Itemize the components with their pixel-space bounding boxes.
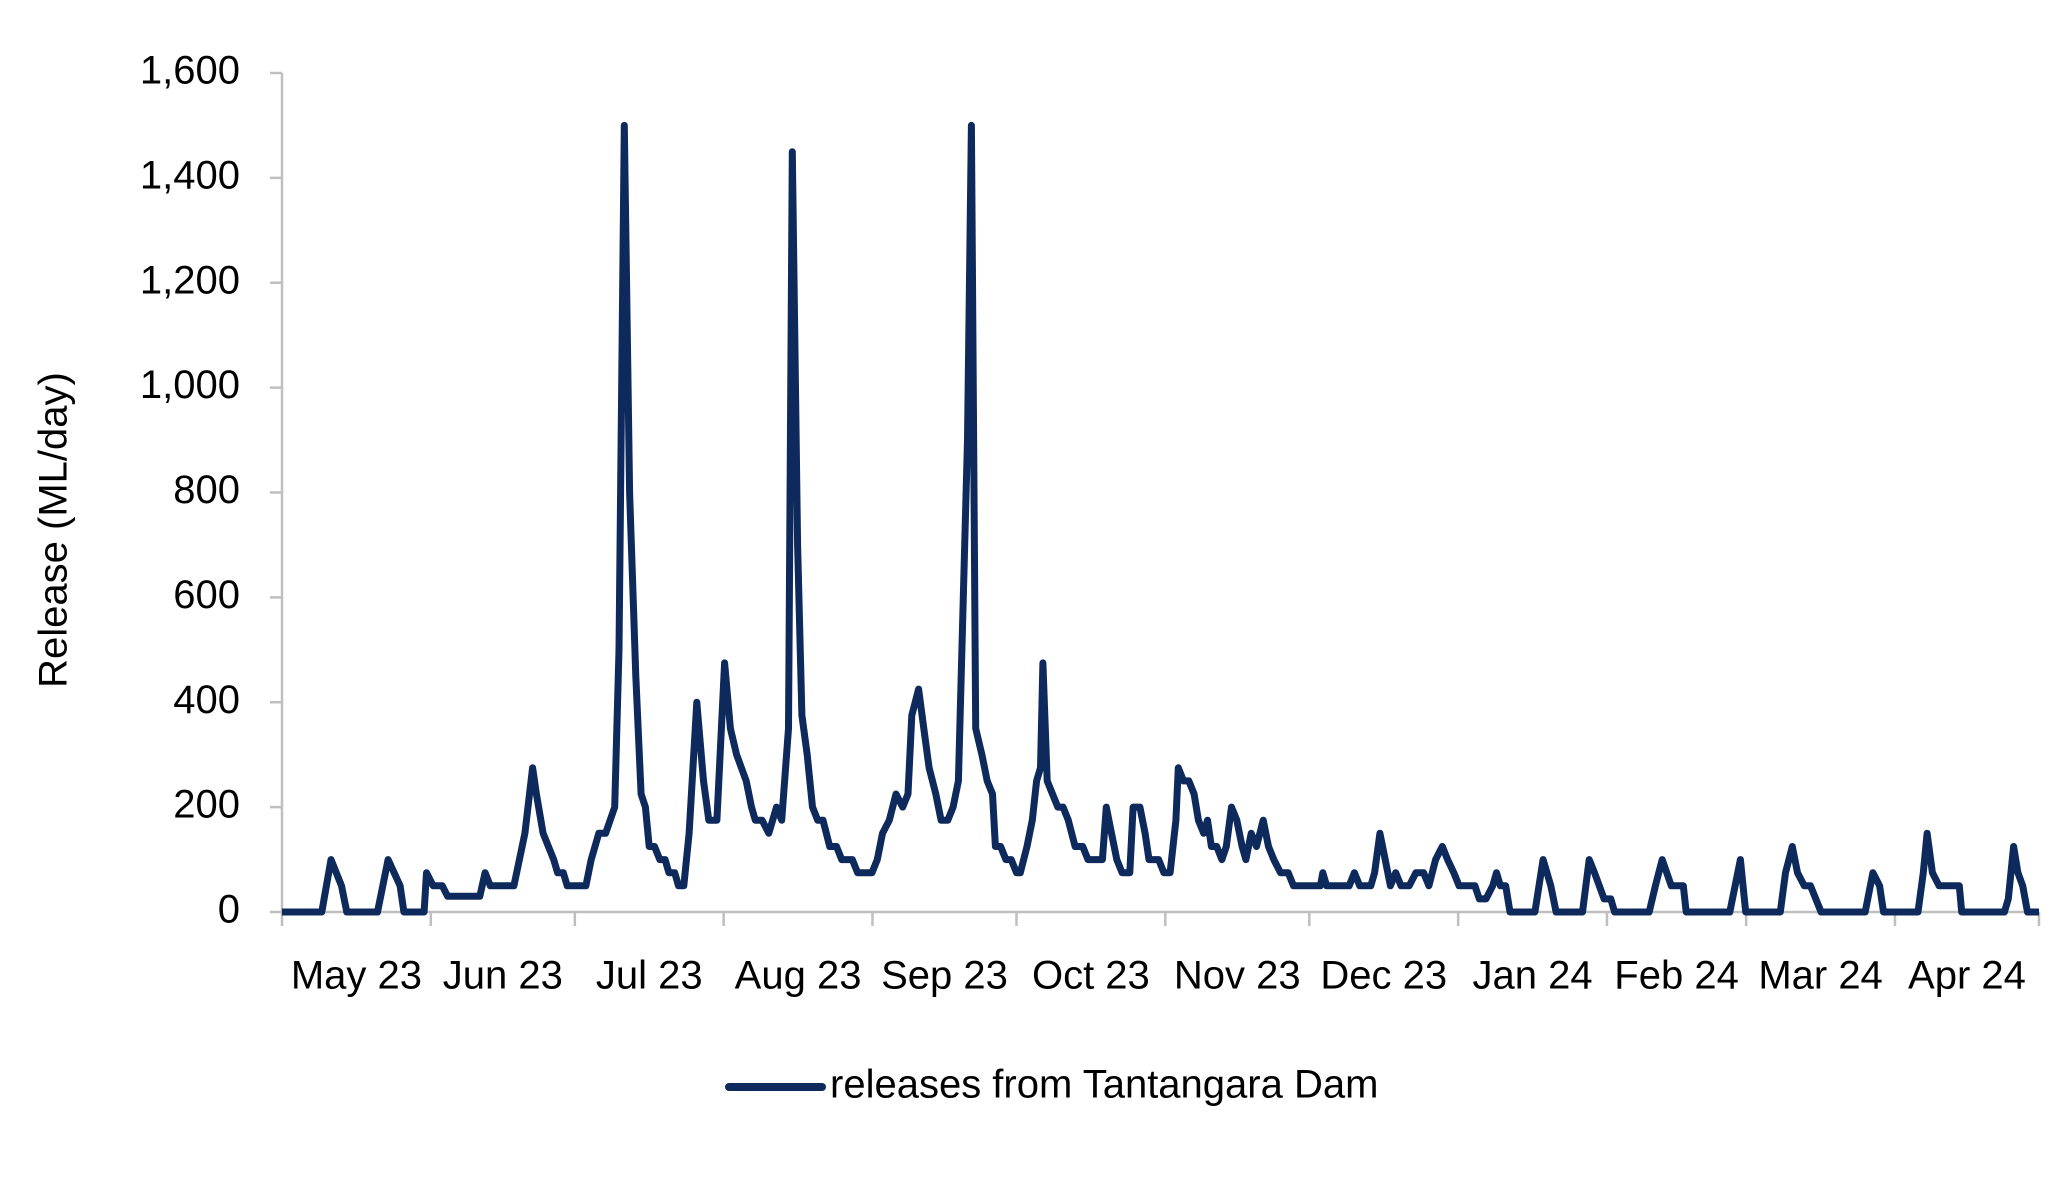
x-tick-label: Jan 24 [1472, 954, 1592, 998]
y-tick-label: 200 [173, 783, 240, 827]
legend-label: releases from Tantangara Dam [830, 1063, 1378, 1107]
x-tick-label: Sep 23 [881, 954, 1008, 998]
x-tick-label: Oct 23 [1032, 954, 1150, 998]
y-tick-label: 800 [173, 468, 240, 512]
x-tick-label: Jul 23 [596, 954, 703, 998]
y-tick-label: 1,200 [140, 258, 240, 302]
x-tick-label: Jun 23 [443, 954, 563, 998]
y-tick-label: 1,000 [140, 363, 240, 407]
x-tick-label: Aug 23 [735, 954, 862, 998]
y-tick-label: 1,600 [140, 49, 240, 93]
y-tick-label: 1,400 [140, 153, 240, 197]
x-tick-label: Dec 23 [1320, 954, 1447, 998]
y-tick-label: 600 [173, 573, 240, 617]
y-tick-label: 0 [218, 888, 240, 932]
x-tick-label: Feb 24 [1614, 954, 1739, 998]
x-tick-label: Apr 24 [1908, 954, 2026, 998]
y-axis-title: Release (ML/day) [32, 372, 76, 688]
x-tick-label: Nov 23 [1174, 954, 1301, 998]
x-tick-label: May 23 [291, 954, 422, 998]
y-tick-label: 400 [173, 678, 240, 722]
series-line [282, 121, 2039, 916]
x-tick-label: Mar 24 [1758, 954, 1883, 998]
